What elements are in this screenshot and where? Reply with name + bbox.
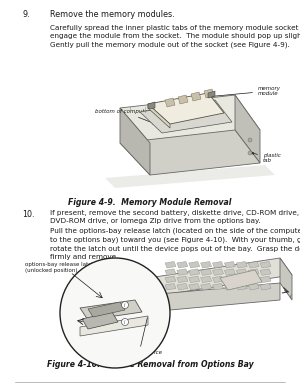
Polygon shape bbox=[189, 269, 200, 275]
Polygon shape bbox=[260, 284, 271, 290]
Polygon shape bbox=[88, 302, 125, 317]
Polygon shape bbox=[201, 262, 212, 268]
Text: memory
module: memory module bbox=[208, 86, 281, 97]
Polygon shape bbox=[224, 269, 236, 275]
Polygon shape bbox=[148, 283, 280, 312]
Text: Carefully spread the inner plastic tabs of the memory module socket to dis-
enga: Carefully spread the inner plastic tabs … bbox=[50, 25, 300, 48]
Circle shape bbox=[248, 138, 252, 142]
Polygon shape bbox=[260, 269, 271, 275]
Polygon shape bbox=[80, 316, 148, 336]
Polygon shape bbox=[201, 276, 212, 283]
Polygon shape bbox=[212, 269, 224, 275]
Polygon shape bbox=[224, 284, 236, 290]
Polygon shape bbox=[248, 276, 259, 283]
Polygon shape bbox=[165, 276, 176, 283]
Polygon shape bbox=[260, 262, 271, 268]
Polygon shape bbox=[208, 91, 215, 98]
Polygon shape bbox=[236, 262, 247, 268]
Circle shape bbox=[60, 258, 170, 368]
Polygon shape bbox=[248, 284, 259, 290]
Polygon shape bbox=[80, 300, 142, 320]
Polygon shape bbox=[177, 262, 188, 268]
Polygon shape bbox=[140, 100, 232, 133]
Text: Pull the options-bay release latch (located on the side of the computer next
to : Pull the options-bay release latch (loca… bbox=[50, 228, 300, 260]
Polygon shape bbox=[236, 269, 247, 275]
Polygon shape bbox=[148, 258, 292, 295]
Polygon shape bbox=[120, 95, 260, 143]
Polygon shape bbox=[120, 108, 150, 175]
Polygon shape bbox=[120, 130, 260, 175]
Text: plastic
tab: plastic tab bbox=[251, 152, 281, 163]
Text: Figure 4-9.  Memory Module Removal: Figure 4-9. Memory Module Removal bbox=[68, 198, 232, 207]
Polygon shape bbox=[148, 104, 170, 128]
Polygon shape bbox=[165, 269, 176, 275]
Polygon shape bbox=[191, 92, 201, 101]
Polygon shape bbox=[236, 276, 247, 283]
Polygon shape bbox=[224, 262, 236, 268]
Polygon shape bbox=[165, 262, 176, 268]
Text: optional device: optional device bbox=[120, 350, 162, 355]
Text: Remove the memory modules.: Remove the memory modules. bbox=[50, 10, 174, 19]
Polygon shape bbox=[148, 278, 162, 312]
Text: i: i bbox=[290, 294, 292, 300]
Text: i: i bbox=[124, 320, 126, 325]
Text: options-bay release latch
(unlocked position): options-bay release latch (unlocked posi… bbox=[25, 262, 95, 273]
Circle shape bbox=[122, 301, 128, 308]
Polygon shape bbox=[189, 262, 200, 268]
Text: Figure 4-10.  Device Removal from Options Bay: Figure 4-10. Device Removal from Options… bbox=[47, 360, 253, 369]
Polygon shape bbox=[95, 295, 148, 312]
Polygon shape bbox=[178, 95, 188, 104]
Polygon shape bbox=[148, 295, 162, 317]
Polygon shape bbox=[212, 284, 224, 290]
Polygon shape bbox=[212, 276, 224, 283]
Polygon shape bbox=[177, 284, 188, 290]
Polygon shape bbox=[165, 284, 176, 290]
Text: 10.: 10. bbox=[22, 210, 35, 219]
Text: 9.: 9. bbox=[22, 10, 30, 19]
Polygon shape bbox=[148, 93, 224, 124]
Polygon shape bbox=[105, 165, 275, 188]
Polygon shape bbox=[177, 269, 188, 275]
Polygon shape bbox=[189, 284, 200, 290]
Polygon shape bbox=[201, 269, 212, 275]
Text: If present, remove the second battery, diskette drive, CD-ROM drive,
DVD-ROM dri: If present, remove the second battery, d… bbox=[50, 210, 298, 224]
Polygon shape bbox=[220, 270, 262, 290]
Polygon shape bbox=[260, 276, 271, 283]
Polygon shape bbox=[204, 89, 214, 98]
Circle shape bbox=[248, 151, 252, 155]
Polygon shape bbox=[212, 262, 224, 268]
Polygon shape bbox=[235, 95, 260, 163]
Polygon shape bbox=[189, 276, 200, 283]
Polygon shape bbox=[177, 276, 188, 283]
Polygon shape bbox=[148, 102, 155, 109]
Polygon shape bbox=[201, 284, 212, 290]
Polygon shape bbox=[248, 262, 259, 268]
Polygon shape bbox=[165, 98, 175, 107]
Text: i: i bbox=[124, 303, 126, 308]
Circle shape bbox=[122, 319, 128, 326]
Polygon shape bbox=[82, 312, 118, 329]
Polygon shape bbox=[224, 276, 236, 283]
Polygon shape bbox=[236, 284, 247, 290]
Text: bottom of computer: bottom of computer bbox=[95, 109, 155, 124]
Polygon shape bbox=[248, 269, 259, 275]
Polygon shape bbox=[280, 258, 292, 300]
